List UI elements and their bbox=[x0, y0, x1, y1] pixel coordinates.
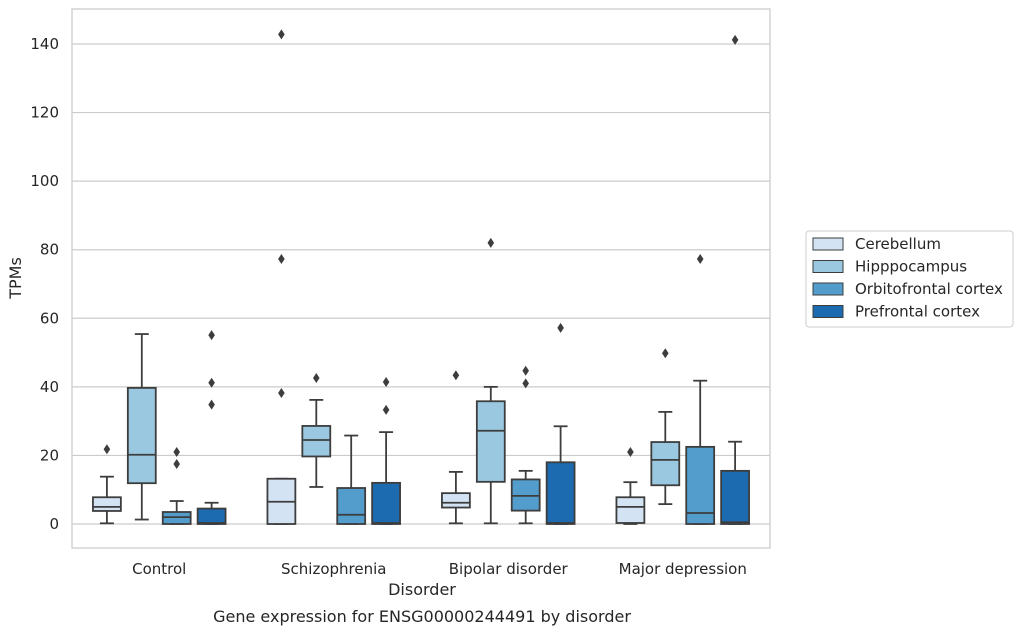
y-tick-label: 80 bbox=[40, 241, 59, 259]
box-cerebellum bbox=[615, 447, 646, 525]
iqr-box bbox=[371, 481, 401, 525]
y-axis-label: TPMs bbox=[6, 257, 25, 300]
outlier-point bbox=[208, 377, 215, 388]
box-hipppocampus bbox=[650, 348, 681, 506]
outlier-point bbox=[208, 330, 215, 341]
y-tick-label: 40 bbox=[40, 378, 59, 396]
legend-swatch bbox=[812, 305, 844, 318]
iqr-box bbox=[196, 507, 227, 525]
outlier-point bbox=[173, 447, 180, 457]
iqr-box bbox=[441, 492, 471, 509]
legend-item: Orbitofrontal cortex bbox=[812, 280, 1003, 298]
y-axis-ticks: 0 20 40 60 80 100 120 140 bbox=[30, 35, 59, 533]
legend-item: Cerebellum bbox=[812, 235, 941, 253]
legend-item: Prefrontal cortex bbox=[812, 303, 980, 321]
y-tick-label: 100 bbox=[30, 172, 59, 190]
box-orbitofrontal-cortex bbox=[685, 253, 716, 525]
box-orbitofrontal-cortex bbox=[510, 365, 541, 525]
box-prefrontal-cortex bbox=[545, 322, 576, 525]
x-tick-label: Major depression bbox=[619, 560, 747, 578]
y-tick-label: 120 bbox=[30, 104, 59, 122]
box-hipppocampus bbox=[475, 237, 506, 525]
iqr-box bbox=[650, 441, 681, 487]
legend-label: Orbitofrontal cortex bbox=[855, 280, 1003, 298]
legend-frame bbox=[805, 230, 1014, 328]
outlier-point bbox=[278, 29, 285, 40]
legend-swatch bbox=[812, 282, 844, 296]
box-orbitofrontal-cortex bbox=[161, 447, 192, 525]
box-orbitofrontal-cortex bbox=[336, 434, 367, 525]
iqr-box bbox=[685, 445, 716, 525]
outlier-point bbox=[278, 388, 285, 399]
x-tick-label: Bipolar disorder bbox=[449, 560, 569, 578]
outlier-point bbox=[487, 237, 495, 248]
outlier-point bbox=[208, 399, 215, 410]
box-hipppocampus bbox=[126, 333, 157, 521]
iqr-box bbox=[545, 461, 576, 525]
iqr-box bbox=[126, 386, 157, 485]
outlier-point bbox=[557, 322, 564, 333]
outlier-point bbox=[382, 377, 390, 388]
plot-frame bbox=[71, 8, 771, 549]
box-prefrontal-cortex bbox=[196, 330, 227, 525]
legend-swatch bbox=[812, 260, 844, 273]
y-tick-label: 0 bbox=[49, 515, 59, 533]
x-axis-label: Disorder bbox=[388, 580, 456, 599]
legend-swatch bbox=[812, 237, 844, 251]
outlier-point bbox=[278, 253, 285, 264]
iqr-box bbox=[475, 400, 506, 483]
grid-lines bbox=[72, 43, 770, 525]
legend-label: Cerebellum bbox=[855, 235, 941, 253]
outlier-point bbox=[173, 459, 180, 469]
iqr-box bbox=[615, 496, 646, 524]
outlier-point bbox=[662, 348, 669, 359]
outlier-point bbox=[731, 34, 739, 45]
legend-label: Hipppocampus bbox=[855, 258, 967, 276]
box-prefrontal-cortex bbox=[720, 34, 750, 525]
x-tick-label: Schizophrenia bbox=[281, 560, 386, 578]
outlier-point bbox=[522, 365, 529, 376]
y-tick-label: 20 bbox=[40, 446, 59, 464]
box-prefrontal-cortex bbox=[371, 377, 401, 525]
outlier-point bbox=[452, 370, 460, 381]
legend-item: Hipppocampus bbox=[812, 258, 967, 276]
box-cerebellum bbox=[92, 444, 122, 525]
iqr-box bbox=[92, 496, 122, 512]
outlier-point bbox=[313, 372, 320, 383]
iqr-box bbox=[301, 425, 332, 458]
outlier-point bbox=[382, 404, 390, 415]
outlier-point bbox=[696, 253, 704, 264]
y-tick-label: 140 bbox=[30, 35, 59, 53]
iqr-box bbox=[720, 469, 750, 525]
legend: Cerebellum Hipppocampus Orbitofrontal cort… bbox=[805, 230, 1014, 328]
legend-label: Prefrontal cortex bbox=[855, 303, 980, 321]
outlier-point bbox=[627, 447, 634, 457]
outlier-point bbox=[103, 444, 111, 455]
box-hipppocampus bbox=[301, 372, 332, 488]
chart-title: Gene expression for ENSG00000244491 by d… bbox=[213, 607, 631, 626]
outlier-point bbox=[522, 378, 529, 389]
y-tick-label: 60 bbox=[40, 309, 59, 327]
box-cerebellum bbox=[266, 29, 297, 525]
iqr-box bbox=[336, 487, 367, 525]
box-cerebellum bbox=[441, 370, 471, 525]
x-axis-ticks: Control Schizophrenia Bipolar disorder Majo… bbox=[132, 560, 747, 578]
boxes bbox=[92, 29, 750, 525]
x-tick-label: Control bbox=[132, 560, 186, 578]
